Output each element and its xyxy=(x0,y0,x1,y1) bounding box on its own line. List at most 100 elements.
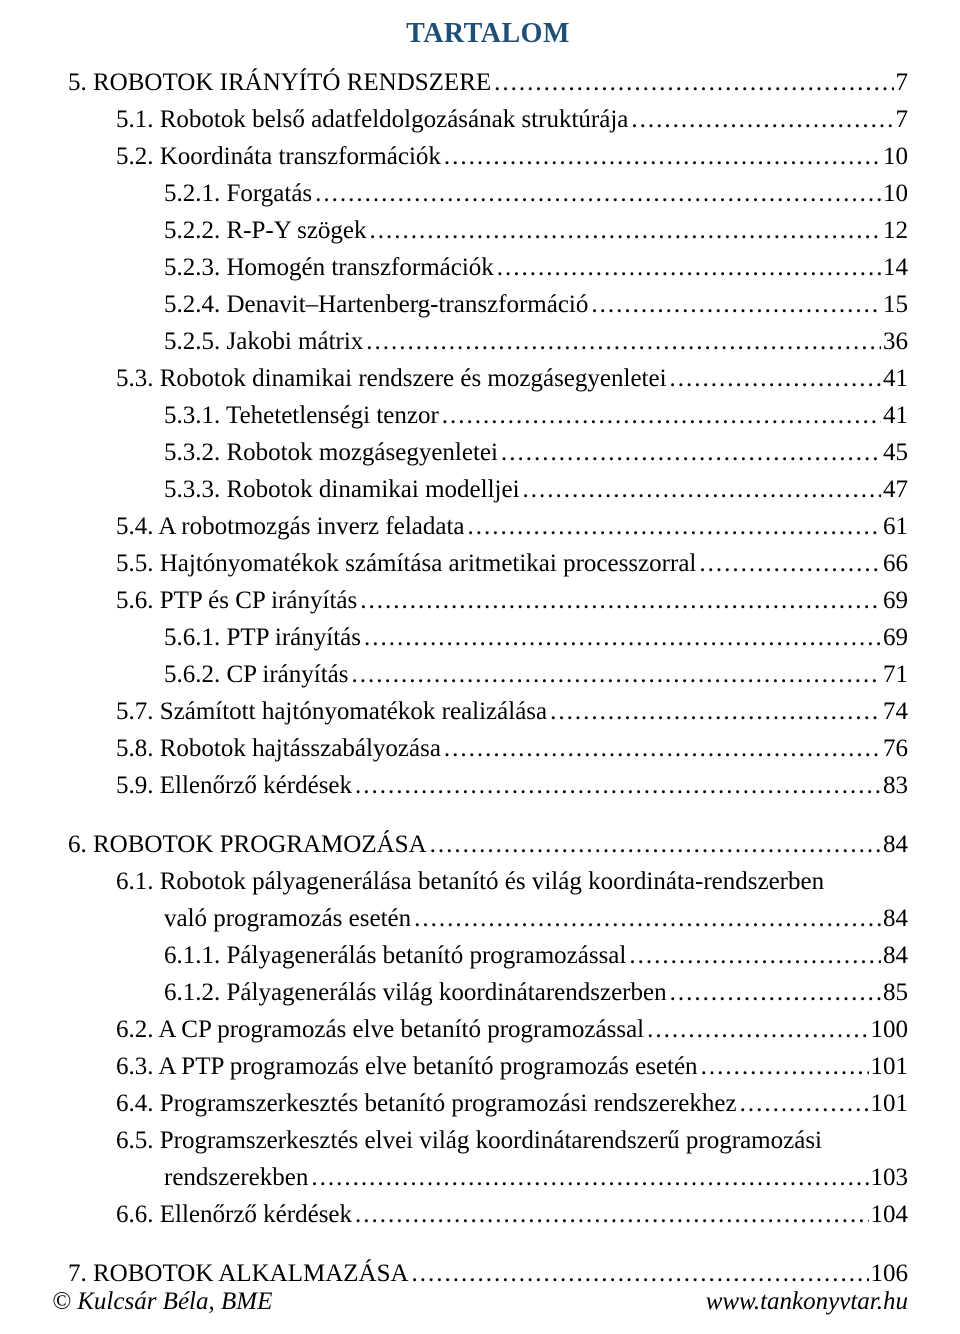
toc-leader xyxy=(411,900,881,937)
toc-leader xyxy=(357,582,881,619)
toc-row: 5.2.2. R-P-Y szögek 12 xyxy=(68,212,908,249)
toc-label: 6.1. Robotok pályagenerálása betanító és… xyxy=(116,863,824,900)
toc-row: rendszerekben103 xyxy=(68,1159,908,1196)
toc-leader xyxy=(628,101,893,138)
toc-leader xyxy=(349,656,882,693)
toc-label: 5.5. Hajtónyomatékok számítása aritmetik… xyxy=(116,545,696,582)
toc-page-number: 15 xyxy=(881,286,908,323)
toc-page-number: 66 xyxy=(881,545,908,582)
toc-page-number: 12 xyxy=(881,212,908,249)
toc-row: 5.3.1. Tehetetlenségi tenzor41 xyxy=(68,397,908,434)
toc-row: 5.2. Koordináta transzformációk 10 xyxy=(68,138,908,175)
toc-label: 5.2.5. Jakobi mátrix xyxy=(164,323,363,360)
toc-leader xyxy=(465,508,882,545)
toc-row: 6.4. Programszerkesztés betanító program… xyxy=(68,1085,908,1122)
toc-label: 6. ROBOTOK PROGRAMOZÁSA xyxy=(68,826,427,863)
toc-page-number: 47 xyxy=(881,471,908,508)
toc-page-number: 71 xyxy=(881,656,908,693)
toc-page-number: 76 xyxy=(881,730,908,767)
toc-label: 5. ROBOTOK IRÁNYÍTÓ RENDSZERE xyxy=(68,64,491,101)
toc-row: 5.2.4. Denavit–Hartenberg-transzformáció… xyxy=(68,286,908,323)
toc-page-number: 45 xyxy=(881,434,908,471)
toc-leader xyxy=(361,619,881,656)
toc-label: 6.4. Programszerkesztés betanító program… xyxy=(116,1085,737,1122)
toc-label: 5.3.3. Robotok dinamikai modelljei xyxy=(164,471,520,508)
toc-label: 5.9. Ellenőrző kérdések xyxy=(116,767,352,804)
toc-row: 6.1. Robotok pályagenerálása betanító és… xyxy=(68,863,908,900)
toc-label: 6.2. A CP programozás elve betanító prog… xyxy=(116,1011,644,1048)
toc-leader xyxy=(491,64,893,101)
toc-leader xyxy=(696,545,881,582)
table-of-contents: 5. ROBOTOK IRÁNYÍTÓ RENDSZERE 7 5.1. Robot… xyxy=(68,64,908,1292)
toc-leader xyxy=(363,323,881,360)
toc-row: 6.2. A CP programozás elve betanító prog… xyxy=(68,1011,908,1048)
toc-label: 7. ROBOTOK ALKALMAZÁSA xyxy=(68,1255,409,1292)
toc-leader xyxy=(698,1048,869,1085)
toc-row: 5.6.2. CP irányítás71 xyxy=(68,656,908,693)
toc-label: rendszerekben xyxy=(164,1159,308,1196)
toc-group: 6. ROBOTOK PROGRAMOZÁSA846.1. Robotok pá… xyxy=(68,826,908,1233)
toc-label: 5.2. Koordináta transzformációk xyxy=(116,138,441,175)
toc-label: 5.2.3. Homogén transzformációk xyxy=(164,249,494,286)
toc-label: 5.2.4. Denavit–Hartenberg-transzformáció xyxy=(164,286,588,323)
toc-label: 5.8. Robotok hajtásszabályozása xyxy=(116,730,441,767)
toc-row: való programozás esetén84 xyxy=(68,900,908,937)
toc-row: 6.1.1. Pályagenerálás betanító programoz… xyxy=(68,937,908,974)
toc-row: 5.5. Hajtónyomatékok számítása aritmetik… xyxy=(68,545,908,582)
toc-leader xyxy=(409,1255,869,1292)
toc-row: 5.4. A robotmozgás inverz feladata 61 xyxy=(68,508,908,545)
toc-label: 5.7. Számított hajtónyomatékok realizálá… xyxy=(116,693,547,730)
toc-label: 5.3.1. Tehetetlenségi tenzor xyxy=(164,397,439,434)
toc-leader xyxy=(588,286,881,323)
toc-label: 5.4. A robotmozgás inverz feladata xyxy=(116,508,465,545)
toc-group: 5. ROBOTOK IRÁNYÍTÓ RENDSZERE 7 5.1. Robot… xyxy=(68,64,908,804)
page-title: TARTALOM xyxy=(68,18,908,50)
toc-row: 5.1. Robotok belső adatfeldolgozásának s… xyxy=(68,101,908,138)
toc-leader xyxy=(737,1085,869,1122)
toc-label: 5.3. Robotok dinamikai rendszere és mozg… xyxy=(116,360,667,397)
toc-row: 5.2.5. Jakobi mátrix 36 xyxy=(68,323,908,360)
footer-left: © Kulcsár Béla, BME xyxy=(52,1288,272,1316)
toc-row: 5.3. Robotok dinamikai rendszere és mozg… xyxy=(68,360,908,397)
page: TARTALOM 5. ROBOTOK IRÁNYÍTÓ RENDSZERE75… xyxy=(0,0,960,1334)
toc-row: 6.1.2. Pályagenerálás világ koordinátare… xyxy=(68,974,908,1011)
toc-label: 6.3. A PTP programozás elve betanító pro… xyxy=(116,1048,698,1085)
toc-label: 6.1.1. Pályagenerálás betanító programoz… xyxy=(164,937,626,974)
toc-row: 5.6.1. PTP irányítás69 xyxy=(68,619,908,656)
toc-page-number: 101 xyxy=(869,1085,909,1122)
toc-page-number: 101 xyxy=(869,1048,909,1085)
toc-leader xyxy=(644,1011,868,1048)
toc-page-number: 41 xyxy=(881,360,908,397)
toc-label: 5.2.2. R-P-Y szögek xyxy=(164,212,367,249)
toc-page-number: 61 xyxy=(881,508,908,545)
toc-leader xyxy=(494,249,881,286)
toc-leader xyxy=(547,693,881,730)
toc-page-number: 7 xyxy=(894,64,909,101)
toc-leader xyxy=(439,397,881,434)
footer-right[interactable]: www.tankonyvtar.hu xyxy=(706,1288,908,1316)
toc-page-number: 10 xyxy=(881,175,908,212)
toc-leader xyxy=(352,767,881,804)
toc-page-number: 36 xyxy=(881,323,908,360)
toc-label: 5.6. PTP és CP irányítás xyxy=(116,582,357,619)
toc-row: 6.3. A PTP programozás elve betanító pro… xyxy=(68,1048,908,1085)
toc-leader xyxy=(441,138,881,175)
toc-label: 5.3.2. Robotok mozgásegyenletei xyxy=(164,434,498,471)
toc-leader xyxy=(667,974,881,1011)
toc-page-number: 85 xyxy=(881,974,908,1011)
toc-leader xyxy=(352,1196,868,1233)
toc-label: 5.1. Robotok belső adatfeldolgozásának s… xyxy=(116,101,628,138)
toc-row: 5. ROBOTOK IRÁNYÍTÓ RENDSZERE 7 xyxy=(68,64,908,101)
toc-page-number: 69 xyxy=(881,619,908,656)
toc-leader xyxy=(367,212,881,249)
toc-page-number: 69 xyxy=(881,582,908,619)
toc-row: 5.8. Robotok hajtásszabályozása 76 xyxy=(68,730,908,767)
toc-page-number: 74 xyxy=(881,693,908,730)
toc-row: 5.9. Ellenőrző kérdések83 xyxy=(68,767,908,804)
toc-row: 6. ROBOTOK PROGRAMOZÁSA84 xyxy=(68,826,908,863)
toc-page-number: 7 xyxy=(894,101,909,138)
toc-row: 5.2.3. Homogén transzformációk14 xyxy=(68,249,908,286)
toc-page-number: 84 xyxy=(881,900,908,937)
toc-page-number: 10 xyxy=(881,138,908,175)
toc-leader xyxy=(498,434,881,471)
